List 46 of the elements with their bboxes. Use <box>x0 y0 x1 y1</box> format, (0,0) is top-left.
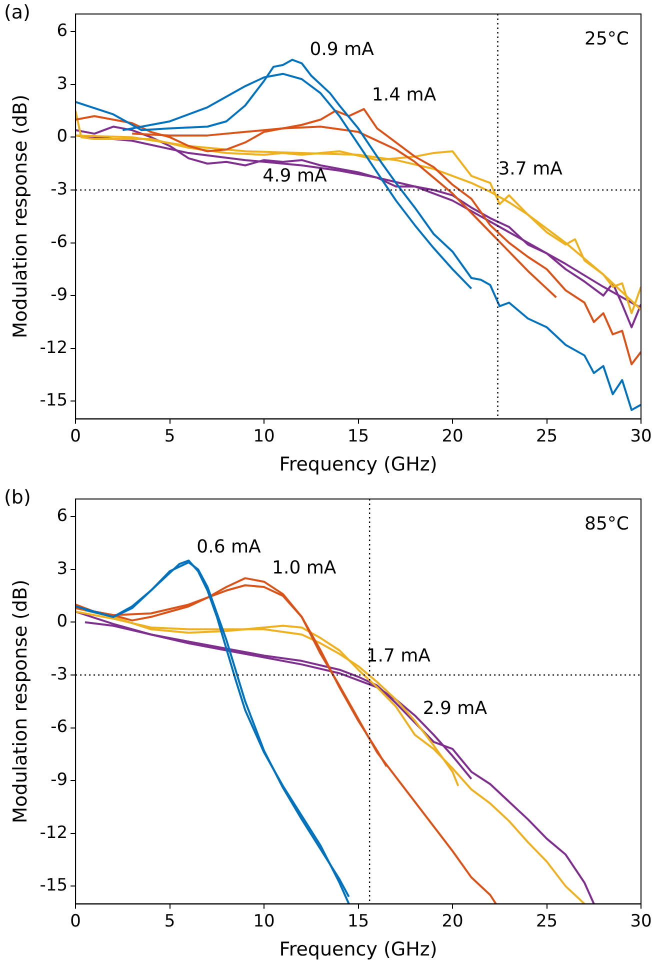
annotation: 1.7 mA <box>366 645 432 666</box>
y-tick-label: -12 <box>40 338 68 358</box>
x-tick-label: 30 <box>630 911 652 932</box>
x-tick-label: 10 <box>253 426 275 446</box>
chart-title: (a) <box>4 1 30 24</box>
y-tick-label: -3 <box>50 664 68 684</box>
x-tick-label: 20 <box>442 911 464 932</box>
annotation: 4.9 mA <box>262 166 328 187</box>
y-tick-label: 0 <box>56 612 68 632</box>
annotation: 25°C <box>584 28 629 50</box>
x-tick-label: 25 <box>536 426 558 446</box>
y-tick-label: -3 <box>50 179 68 200</box>
y-tick-label: -9 <box>50 285 68 306</box>
y-tick-label: -9 <box>50 770 68 790</box>
x-tick-label: 5 <box>164 426 176 446</box>
x-tick-label: 0 <box>70 911 81 932</box>
y-tick-label: 6 <box>56 21 68 42</box>
y-tick-label: -6 <box>50 232 68 252</box>
chart-title: (b) <box>4 486 31 508</box>
y-tick-label: -12 <box>40 822 68 843</box>
x-tick-label: 25 <box>536 911 558 932</box>
annotation: 1.4 mA <box>372 84 437 106</box>
x-tick-label: 30 <box>630 426 652 446</box>
x-tick-label: 5 <box>164 911 176 932</box>
y-tick-label: -6 <box>50 717 68 738</box>
y-axis-title: Modulation response (dB) <box>9 94 32 338</box>
annotation: 1.0 mA <box>272 557 337 578</box>
x-axis-title: Frequency (GHz) <box>279 938 438 961</box>
x-axis-title: Frequency (GHz) <box>279 454 438 476</box>
y-tick-label: 6 <box>56 506 68 526</box>
annotation: 85°C <box>584 514 629 535</box>
x-tick-label: 10 <box>253 911 275 932</box>
annotation: 3.7 mA <box>498 158 564 180</box>
annotation: 0.6 mA <box>196 536 262 558</box>
annotation: 2.9 mA <box>422 698 488 720</box>
y-tick-label: -15 <box>40 876 68 896</box>
x-tick-label: 15 <box>347 426 370 446</box>
y-tick-label: 0 <box>56 126 68 147</box>
x-tick-label: 0 <box>70 426 81 446</box>
y-tick-label: -15 <box>40 390 68 411</box>
y-tick-label: 3 <box>56 74 68 94</box>
y-axis-title: Modulation response (dB) <box>9 580 32 824</box>
y-tick-label: 3 <box>56 558 68 579</box>
annotation: 0.9 mA <box>310 38 375 60</box>
x-tick-label: 20 <box>442 426 464 446</box>
x-tick-label: 15 <box>347 911 370 932</box>
